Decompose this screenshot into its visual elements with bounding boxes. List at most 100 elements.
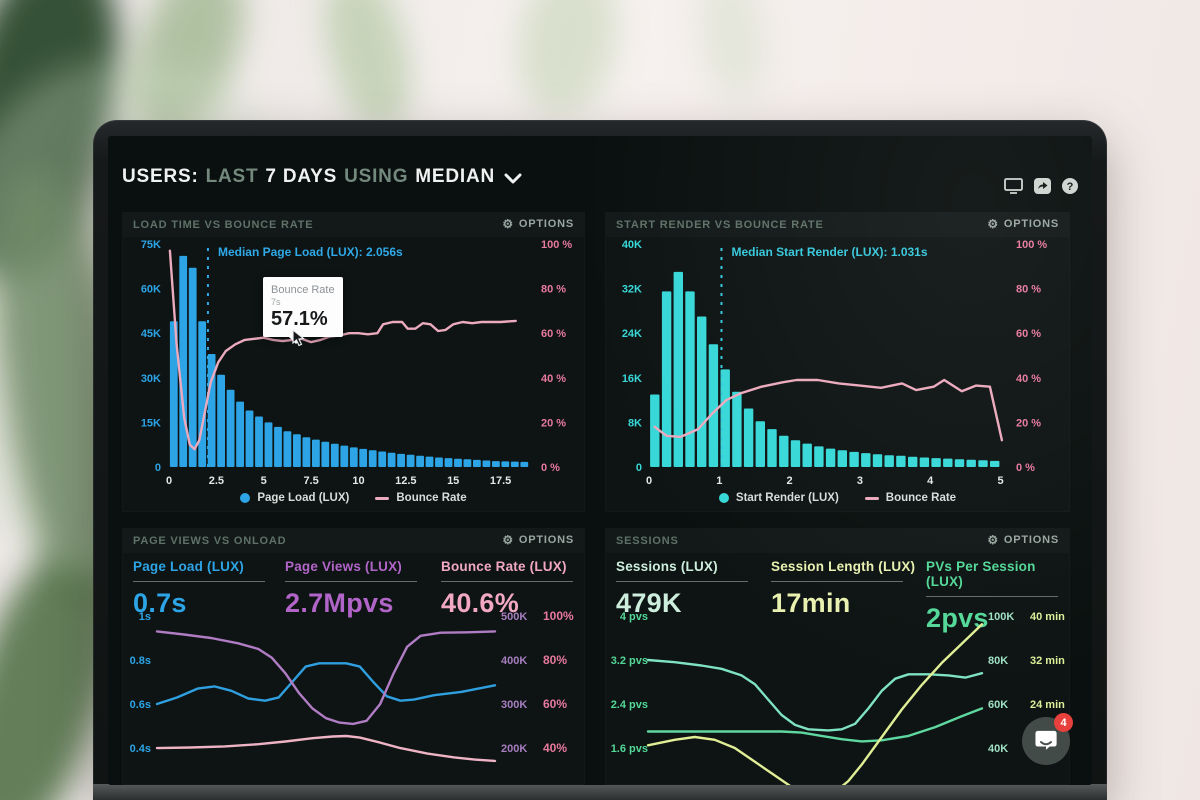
x-axis-tick: 15 [447,475,459,487]
histogram-bar [697,316,707,467]
sessions-line [646,658,984,732]
histogram-bar [226,389,235,467]
histogram-bar [255,416,263,467]
histogram-bar [359,448,368,467]
y-axis-tick: 400K [501,655,527,667]
histogram-bar [217,374,225,467]
panel-title: LOAD TIME VS BOUNCE RATE [133,219,314,231]
metric-value: 2.7Mpvs [285,588,394,618]
options-label: OPTIONS [1003,218,1059,230]
legend-item: Start Render (LUX) [718,492,839,504]
histogram-bar [861,453,871,467]
panel-page-views-vs-onload: PAGE VIEWS VS ONLOAD ⚙ OPTIONS Page Load… [122,528,585,785]
y-axis-tick: 20 % [1016,417,1041,429]
options-button[interactable]: ⚙ OPTIONS [987,218,1059,230]
histogram-bar [264,422,273,467]
y-axis-tick: 60 % [1016,328,1041,340]
y-axis-tick: 45K [141,328,161,340]
chat-launcher-button[interactable]: 4 [1022,713,1073,765]
y-axis-tick: 20 % [541,417,566,429]
y-axis-tick: 75K [141,239,161,251]
histogram-bar [802,443,812,467]
y-axis-tick: 300K [501,699,527,711]
page-views-line [155,630,497,726]
x-axis-tick: 4 [927,475,934,487]
options-button[interactable]: ⚙ OPTIONS [502,534,574,546]
median-label: Median Start Render (LUX): 1.031s [731,245,927,259]
header-toolbar: ? [1004,178,1078,194]
histogram-bar [661,291,672,467]
metric-value: 479K [616,588,682,618]
histogram-bar [293,434,301,467]
share-icon[interactable] [1034,178,1051,194]
y-axis-tick: 3.2 pvs [611,655,648,667]
y-axis-tick: 0 [155,462,161,474]
histogram-bar [884,455,894,467]
histogram-bar [849,451,859,467]
histogram-bar [169,321,178,467]
metric-rule [285,581,417,582]
y-axis-tick: 0.4s [130,743,151,755]
histogram-bar [416,455,424,467]
histogram-bar [673,271,683,467]
y-axis-tick: 32K [622,284,642,296]
metric-page-load: Page Load (LUX) 0.7s [133,559,278,619]
tooltip-sub: 7s [271,297,281,307]
y-axis-tick: 60K [141,284,161,296]
bounce-rate-line [155,734,497,763]
y-axis-tick: 80% [543,653,567,667]
y-axis-tick: 4 pvs [620,611,648,623]
metric-sessions: Sessions (LUX) 479K [616,559,761,619]
histogram-bar [321,441,330,467]
legend-item: Bounce Rate [864,492,956,504]
x-axis-tick: 5 [997,475,1003,487]
options-button[interactable]: ⚙ OPTIONS [502,218,574,230]
histogram-bar [954,459,965,467]
y-axis-tick: 60K [988,699,1008,711]
histogram-bar [732,391,742,467]
median-label: Median Page Load (LUX): 2.056s [218,245,403,259]
histogram-bar [378,451,387,467]
sessions-line-chart[interactable]: 4 pvs 3.2 pvs 2.4 pvs 1.6 pvs 100K 80K 60K 40K 4… [610,604,1066,785]
start-render-histogram-chart[interactable]: Median Start Render (LUX): 1.031s 40K 32K 2… [614,239,1066,505]
metric-page-views: Page Views (LUX) 2.7Mpvs [285,559,430,619]
y-axis-tick: 40 % [541,373,566,385]
histogram-bar [330,443,339,467]
histogram-bar [435,457,443,467]
y-axis-tick: 0.8s [130,655,151,667]
panel-title: SESSIONS [616,535,679,547]
histogram-bar [340,445,349,467]
metric-rule [133,581,265,582]
histogram-bar [708,344,719,467]
histogram-bar [397,453,405,467]
histogram-bar [814,446,824,467]
histogram-bar [236,401,244,467]
x-axis-tick: 2 [787,475,793,487]
plant-leaf [507,0,628,123]
panel-header: START RENDER VS BOUNCE RATE ⚙ OPTIONS [606,213,1069,237]
histogram-bar [302,437,311,467]
y-axis-tick: 30K [141,373,161,385]
histogram-bar [896,455,906,467]
histogram-bar [492,461,500,467]
laptop-bottom-edge [93,784,1107,800]
panel-start-render-vs-bounce-rate: START RENDER VS BOUNCE RATE ⚙ OPTIONS Me… [605,212,1070,512]
help-icon[interactable]: ? [1062,178,1078,194]
metric-session-length: Session Length (LUX) 17min [771,559,916,619]
legend-item: Page Load (LUX) [240,492,349,504]
y-axis-tick: 1s [139,611,151,623]
options-label: OPTIONS [1003,534,1059,546]
page-views-onload-line-chart[interactable]: 1s 0.8s 0.6s 0.4s 500K 400K 300K 200K 100% 80% 60%… [127,604,579,785]
histogram-bar [837,450,847,467]
users-period-dropdown[interactable]: USERS: LAST 7 DAYS USING MEDIAN [122,164,522,190]
histogram-bar [245,410,254,467]
y-axis-tick: 0 % [541,462,560,474]
monitor-icon[interactable] [1004,178,1023,194]
metric-label: Session Length (LUX) [771,559,916,574]
load-time-histogram-chart[interactable]: Median Page Load (LUX): 2.056s 75K 60K 45K 3… [131,239,583,505]
mouse-cursor [292,329,305,347]
options-button[interactable]: ⚙ OPTIONS [987,534,1059,546]
panel-header: PAGE VIEWS VS ONLOAD ⚙ OPTIONS [123,529,584,553]
options-label: OPTIONS [518,534,574,546]
